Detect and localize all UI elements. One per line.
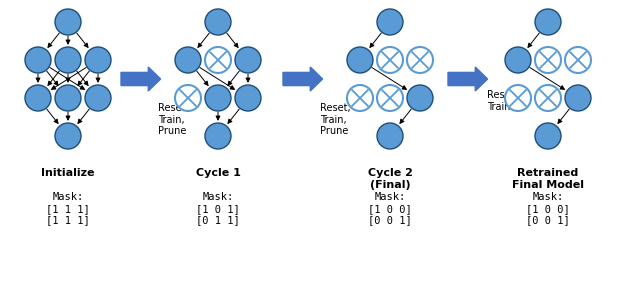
- Circle shape: [347, 47, 373, 73]
- Circle shape: [377, 123, 403, 149]
- Text: Reset,
Train,
Prune: Reset, Train, Prune: [158, 103, 188, 136]
- Circle shape: [55, 85, 81, 111]
- Circle shape: [535, 9, 561, 35]
- Text: Initialize: Initialize: [41, 168, 95, 178]
- Text: Cycle 2
(Final): Cycle 2 (Final): [368, 168, 412, 190]
- Circle shape: [25, 47, 51, 73]
- Circle shape: [505, 85, 531, 111]
- Circle shape: [505, 47, 531, 73]
- Circle shape: [377, 9, 403, 35]
- Text: Cycle 1: Cycle 1: [195, 168, 241, 178]
- Text: Reset,
Train,
Prune: Reset, Train, Prune: [320, 103, 351, 136]
- Circle shape: [535, 123, 561, 149]
- Circle shape: [175, 47, 201, 73]
- FancyArrow shape: [283, 67, 323, 91]
- Circle shape: [205, 9, 231, 35]
- Text: Mask:
[1 0 1]
[0 1 1]: Mask: [1 0 1] [0 1 1]: [196, 192, 240, 225]
- Circle shape: [55, 9, 81, 35]
- Circle shape: [55, 47, 81, 73]
- Circle shape: [407, 85, 433, 111]
- Text: Mask:
[1 0 0]
[0 0 1]: Mask: [1 0 0] [0 0 1]: [368, 192, 412, 225]
- Text: Retrained
Final Model: Retrained Final Model: [512, 168, 584, 190]
- Circle shape: [235, 85, 261, 111]
- Text: Mask:
[1 1 1]
[1 1 1]: Mask: [1 1 1] [1 1 1]: [46, 192, 90, 225]
- Circle shape: [535, 47, 561, 73]
- Circle shape: [407, 47, 433, 73]
- Circle shape: [377, 85, 403, 111]
- Circle shape: [205, 85, 231, 111]
- FancyArrow shape: [448, 67, 488, 91]
- Circle shape: [565, 85, 591, 111]
- Circle shape: [205, 47, 231, 73]
- FancyArrow shape: [121, 67, 160, 91]
- Text: Reset,
Train: Reset, Train: [487, 90, 518, 112]
- Circle shape: [85, 47, 111, 73]
- Circle shape: [535, 85, 561, 111]
- Circle shape: [85, 85, 111, 111]
- Circle shape: [377, 47, 403, 73]
- Circle shape: [55, 123, 81, 149]
- Text: Mask:
[1 0 0]
[0 0 1]: Mask: [1 0 0] [0 0 1]: [526, 192, 570, 225]
- Circle shape: [235, 47, 261, 73]
- Circle shape: [565, 47, 591, 73]
- Circle shape: [175, 85, 201, 111]
- Circle shape: [205, 123, 231, 149]
- Circle shape: [25, 85, 51, 111]
- Circle shape: [347, 85, 373, 111]
